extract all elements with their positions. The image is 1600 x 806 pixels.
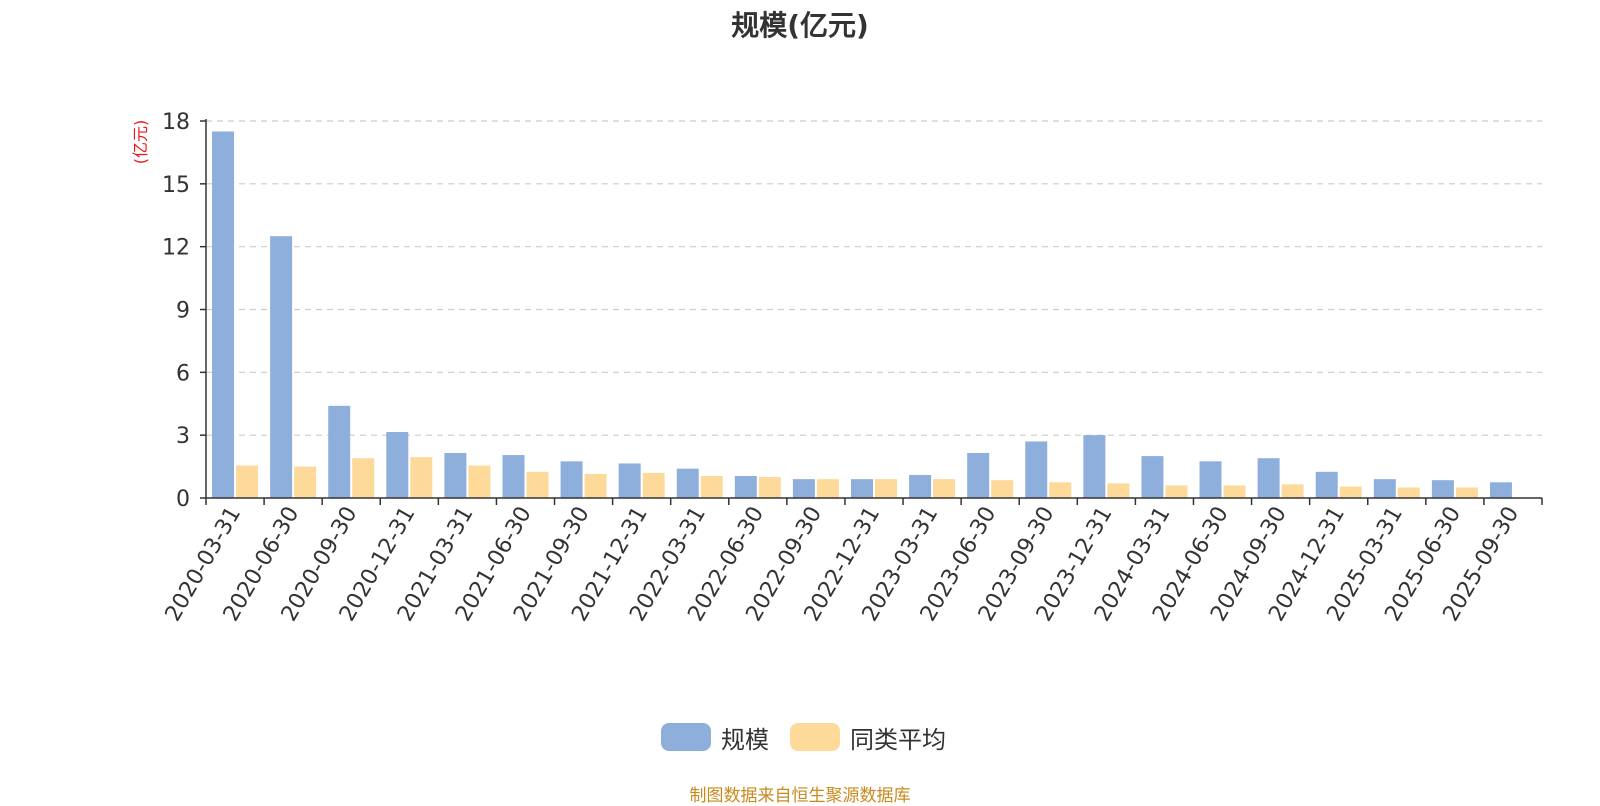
- bar-peer-average[interactable]: [352, 458, 375, 498]
- legend-swatch-peer-average: [790, 723, 840, 751]
- bar-peer-average[interactable]: [758, 477, 781, 498]
- bar-scale[interactable]: [560, 461, 583, 498]
- bar-scale[interactable]: [1025, 441, 1048, 498]
- legend-item-scale[interactable]: 规模: [661, 722, 769, 754]
- y-tick-label: 15: [162, 173, 190, 198]
- bar-peer-average[interactable]: [236, 465, 259, 498]
- bar-peer-average[interactable]: [875, 479, 897, 498]
- bar-peer-average[interactable]: [1165, 485, 1188, 498]
- bar-scale[interactable]: [1257, 458, 1280, 498]
- bar-peer-average[interactable]: [816, 479, 839, 498]
- bar-peer-average[interactable]: [1223, 485, 1246, 498]
- bar-scale[interactable]: [1315, 471, 1338, 498]
- bar-peer-average[interactable]: [468, 465, 491, 498]
- bar-scale[interactable]: [1489, 482, 1512, 498]
- bar-scale[interactable]: [618, 463, 641, 498]
- bar-scale[interactable]: [967, 452, 990, 498]
- bar-peer-average[interactable]: [1455, 487, 1478, 498]
- bar-scale[interactable]: [1141, 456, 1164, 498]
- y-tick-label: 9: [176, 299, 190, 324]
- bar-peer-average[interactable]: [1281, 484, 1304, 498]
- bar-peer-average[interactable]: [1397, 487, 1420, 498]
- bar-peer-average[interactable]: [933, 479, 956, 498]
- bar-scale[interactable]: [1199, 461, 1222, 498]
- bar-scale[interactable]: [212, 131, 235, 498]
- bar-peer-average[interactable]: [584, 473, 607, 498]
- legend-label-scale: 规模: [721, 725, 769, 754]
- bar-scale[interactable]: [851, 479, 873, 498]
- bar-peer-average[interactable]: [410, 457, 433, 498]
- bar-scale[interactable]: [270, 236, 293, 498]
- bar-peer-average[interactable]: [526, 471, 549, 498]
- bar-scale[interactable]: [909, 474, 932, 498]
- bar-scale[interactable]: [1431, 480, 1454, 498]
- bar-scale[interactable]: [502, 455, 525, 498]
- bar-peer-average[interactable]: [700, 476, 723, 498]
- bar-peer-average[interactable]: [991, 480, 1014, 498]
- bar-peer-average[interactable]: [642, 472, 665, 498]
- bar-peer-average[interactable]: [1107, 483, 1130, 498]
- legend-item-peer-average[interactable]: 同类平均: [790, 722, 946, 754]
- y-tick-label: 0: [176, 487, 190, 512]
- bar-peer-average[interactable]: [1049, 482, 1072, 498]
- y-tick-label: 18: [162, 110, 190, 135]
- bar-scale[interactable]: [676, 468, 699, 498]
- y-tick-label: 12: [162, 236, 190, 261]
- bar-scale[interactable]: [1373, 479, 1396, 498]
- axes: 03691215182020-03-312020-06-302020-09-30…: [161, 110, 1543, 626]
- bar-scale[interactable]: [792, 479, 815, 498]
- bar-scale[interactable]: [328, 405, 351, 498]
- y-axis-label: (亿元): [131, 120, 150, 165]
- legend-label-peer-average: 同类平均: [850, 725, 946, 754]
- y-tick-label: 6: [176, 361, 190, 386]
- bar-peer-average[interactable]: [1339, 486, 1362, 498]
- chart-title: 规模(亿元): [731, 9, 869, 42]
- bars: [212, 131, 1512, 498]
- source-note: 制图数据来自恒生聚源数据库: [689, 786, 911, 806]
- bar-scale[interactable]: [386, 432, 409, 498]
- bar-peer-average[interactable]: [294, 466, 317, 498]
- grid-lines: [206, 120, 1542, 436]
- bar-scale[interactable]: [444, 452, 467, 498]
- y-tick-label: 3: [176, 424, 190, 449]
- legend-swatch-scale: [661, 723, 711, 751]
- bar-scale[interactable]: [734, 476, 757, 498]
- bar-scale[interactable]: [1083, 435, 1106, 498]
